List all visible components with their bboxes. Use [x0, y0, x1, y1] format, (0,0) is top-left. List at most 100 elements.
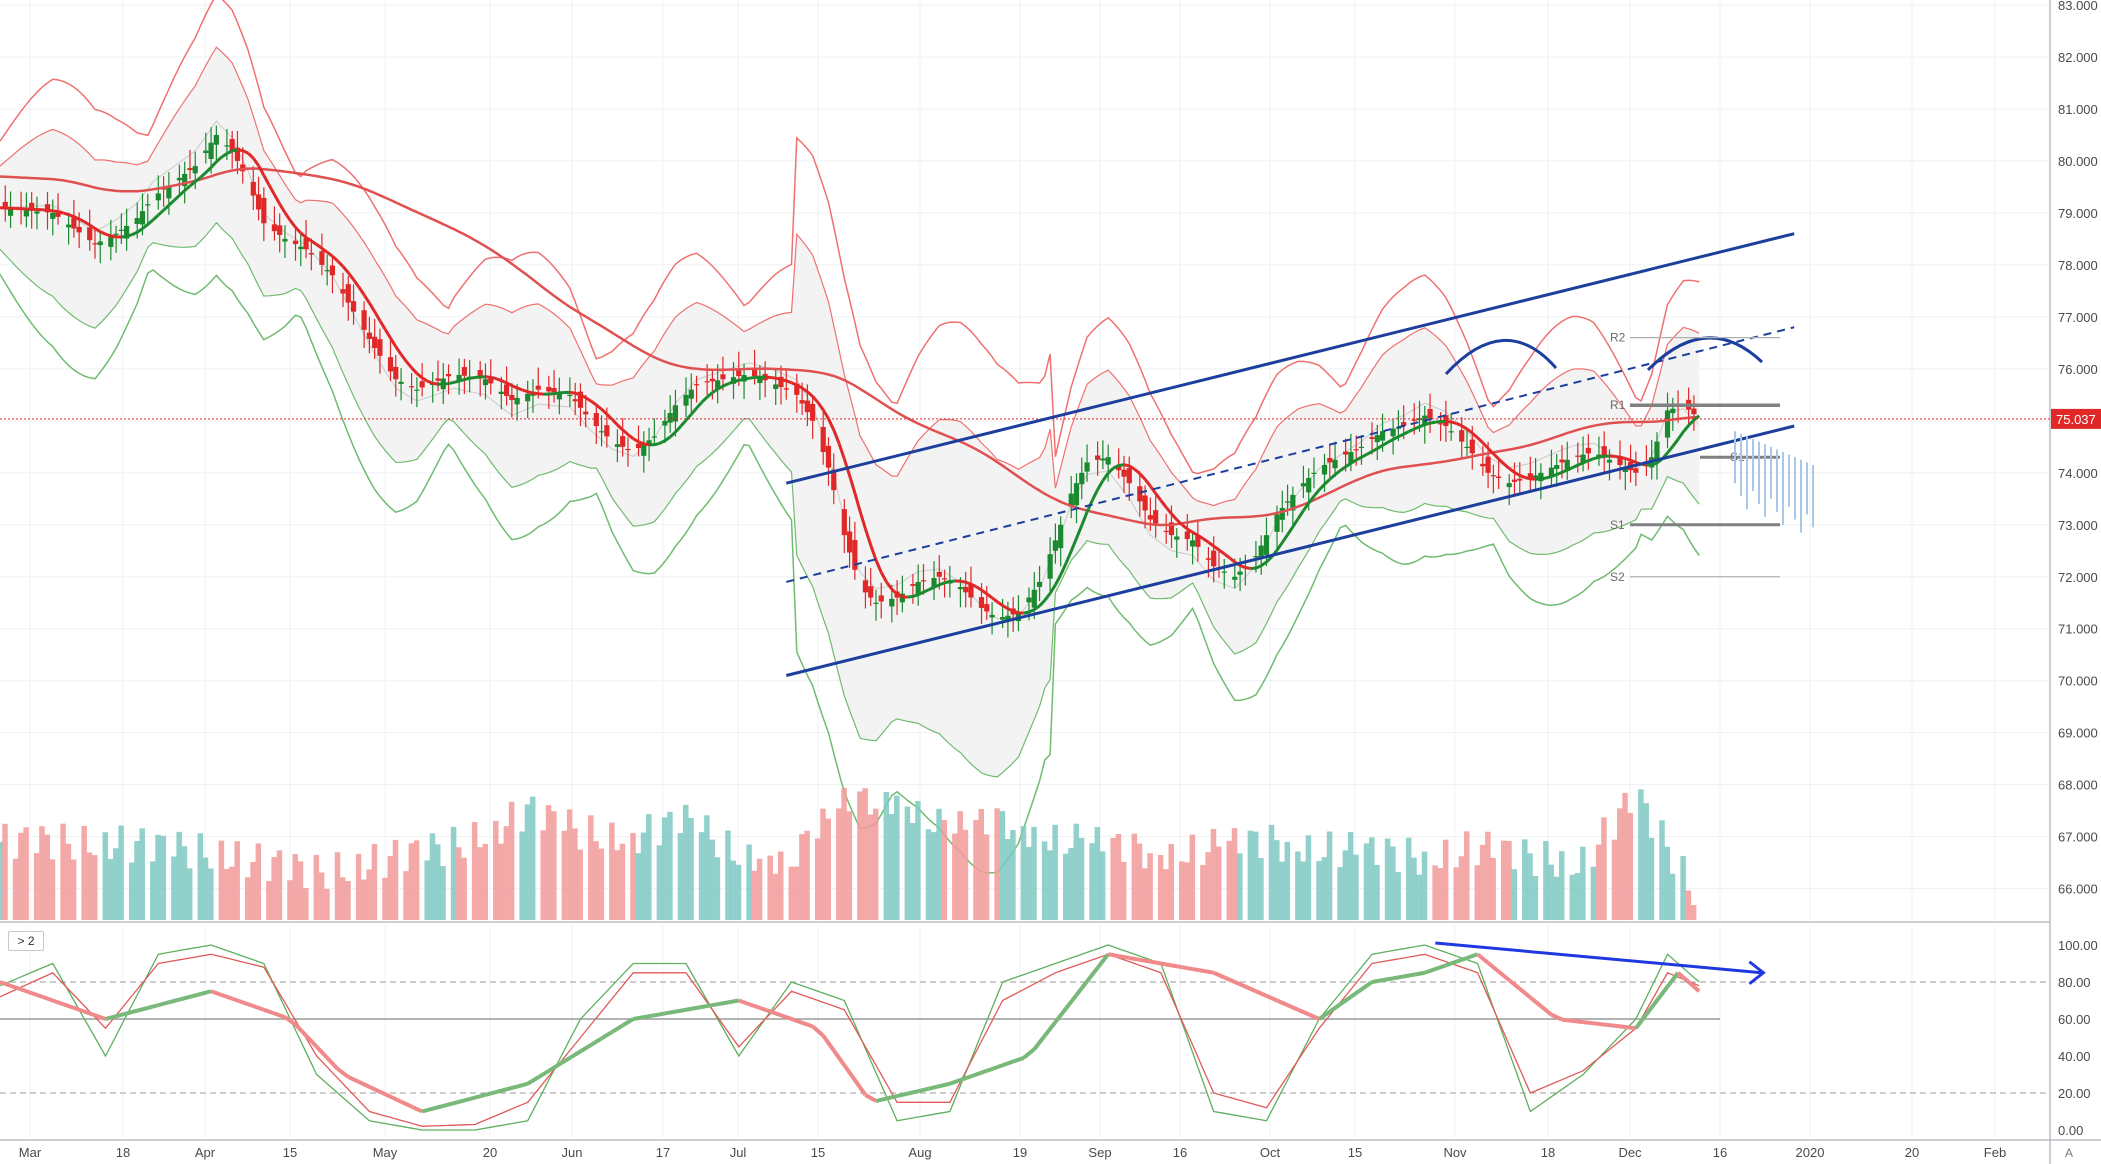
moving-average-short: [1202, 537, 1210, 544]
volume-bar: [588, 815, 594, 920]
moving-average-short: [1619, 455, 1626, 460]
moving-average-short: [336, 259, 345, 268]
candle-body: [683, 394, 689, 406]
volume-bar: [86, 852, 93, 920]
rsi-line: [1064, 993, 1079, 1010]
candle-body: [498, 391, 504, 395]
moving-average-short: [1350, 458, 1357, 465]
rsi-line: [157, 1000, 170, 1008]
candle-body: [820, 426, 826, 453]
rsi-line: [811, 1024, 825, 1038]
candle-body: [1142, 495, 1148, 511]
moving-average-short: [1666, 445, 1674, 454]
moving-average-short: [373, 310, 382, 322]
volume-bar: [361, 879, 367, 920]
candle-body: [641, 444, 647, 456]
moving-average-short: [611, 418, 619, 426]
volume-bar: [872, 808, 879, 920]
candle-body: [1211, 550, 1217, 567]
moving-average-short: [105, 232, 112, 238]
moving-average-short: [167, 199, 176, 207]
candle-body: [456, 374, 462, 382]
moving-average-short: [1630, 458, 1637, 464]
moving-average-short: [1344, 462, 1352, 468]
moving-average-short: [821, 409, 830, 420]
volume-bar: [1553, 876, 1560, 920]
moving-average-short: [896, 592, 904, 599]
candle-body: [118, 229, 124, 232]
volume-bar: [751, 870, 758, 920]
rsi-line: [1644, 999, 1659, 1016]
moving-average-short: [1218, 548, 1226, 556]
volume-bar: [1664, 846, 1671, 920]
volume-bar: [160, 835, 167, 920]
moving-average-short: [1582, 459, 1589, 465]
moving-average-short: [658, 439, 666, 445]
moving-average-short: [1159, 499, 1168, 509]
candle-body: [968, 584, 974, 598]
rsi-line: [1255, 989, 1268, 998]
moving-average-short: [1059, 562, 1068, 576]
moving-average-short: [727, 380, 735, 386]
candle-body: [1438, 423, 1444, 425]
indicator-toggle-button[interactable]: > 2: [8, 931, 44, 951]
moving-averages: [0, 148, 2050, 615]
price-tick-label: 77.000: [2058, 310, 2098, 325]
volume-bar: [355, 853, 362, 920]
rsi-line: [558, 1056, 571, 1067]
candle-body: [736, 369, 742, 377]
candle-body: [1664, 410, 1671, 438]
volume-bar: [1089, 843, 1095, 920]
candle-body: [1459, 430, 1465, 442]
moving-average-short: [421, 376, 429, 383]
moving-average-short: [1376, 444, 1384, 450]
volume-bar: [1115, 834, 1122, 920]
volume-bar: [1601, 817, 1607, 920]
candle-body: [593, 413, 599, 427]
candle-body: [1580, 454, 1586, 464]
moving-average-short: [738, 377, 745, 382]
moving-average-short: [1545, 475, 1552, 480]
moving-average-short: [262, 174, 271, 186]
moving-average-short: [1286, 525, 1295, 536]
candle-body: [340, 289, 346, 294]
moving-average-short: [1007, 607, 1014, 613]
volume-bar: [1041, 841, 1048, 920]
candle-body: [1379, 431, 1386, 441]
bollinger-lower-outer: [0, 268, 1700, 874]
volume-bar: [983, 834, 990, 920]
candle-body: [794, 383, 800, 395]
rsi-line: [432, 1104, 444, 1111]
rsi-line: [1392, 974, 1405, 981]
rsi-line: [864, 1093, 877, 1103]
candle-body: [176, 177, 183, 181]
candle-body: [889, 598, 895, 607]
volume-bar: [482, 843, 488, 920]
candle-body: [1058, 524, 1064, 549]
moving-average-short: [1165, 506, 1173, 515]
volume-bar: [1179, 861, 1185, 920]
volume-bar: [857, 791, 863, 920]
candle-body: [1084, 462, 1090, 472]
rsi-line: [1032, 1034, 1047, 1051]
moving-average-short: [357, 286, 366, 296]
rsi-line: [283, 1015, 297, 1027]
volume-bar: [1479, 844, 1486, 920]
moving-average-short: [1561, 468, 1568, 474]
candle-body: [1564, 459, 1570, 471]
volume-bar: [846, 811, 853, 920]
candle-body: [757, 378, 763, 384]
volume-bar: [1189, 834, 1196, 920]
volume-bar: [1342, 850, 1349, 920]
candle-body: [783, 388, 789, 390]
volume-bar: [793, 866, 800, 920]
candle-body: [577, 391, 584, 408]
volume-bar: [60, 823, 66, 920]
stochastic-d-line: [0, 953, 1700, 1127]
candle-body: [234, 147, 241, 161]
candle-body: [1448, 431, 1454, 433]
auto-scale-button[interactable]: A: [2065, 1146, 2074, 1160]
moving-average-short: [173, 194, 181, 202]
moving-average-short: [83, 220, 91, 227]
